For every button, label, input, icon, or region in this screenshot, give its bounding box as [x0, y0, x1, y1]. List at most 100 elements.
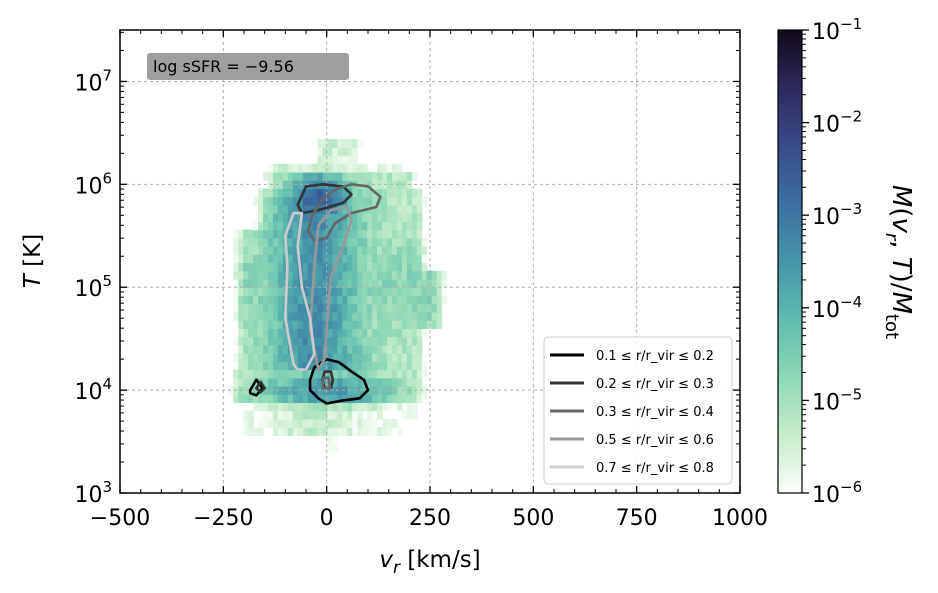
- heatmap-cell-1029: [391, 303, 398, 313]
- heatmap-cell-737: [347, 287, 353, 297]
- heatmap-cell-1141: [411, 377, 418, 387]
- heatmap-cell-119: [258, 361, 264, 371]
- heatmap-cell-1185: [416, 237, 423, 247]
- heatmap-cell-422: [302, 254, 309, 264]
- heatmap-cell-640: [332, 196, 339, 206]
- heatmap-cell-605: [327, 171, 334, 181]
- heatmap-cell-38: [238, 229, 244, 239]
- heatmap-cell-681: [337, 155, 343, 165]
- heatmap-cell-483: [312, 295, 319, 305]
- heatmap-cell-972: [382, 262, 388, 272]
- heatmap-cell-295: [282, 213, 289, 222]
- heatmap-cell-758: [352, 410, 358, 420]
- heatmap-cell-506: [317, 377, 324, 387]
- heatmap-cell-979: [382, 204, 388, 214]
- heatmap-cell-738: [347, 278, 353, 288]
- heatmap-cell-1189: [416, 204, 423, 214]
- heatmap-cell-133: [258, 246, 264, 255]
- heatmap-cell-277: [282, 361, 289, 371]
- heatmap-cell-217: [272, 311, 279, 321]
- heatmap-cell-1073: [396, 196, 403, 206]
- heatmap-cell-513: [317, 320, 324, 329]
- heatmap-cell-821: [357, 188, 363, 198]
- heatmap-cell-1155: [411, 262, 418, 272]
- heatmap-cell-703: [342, 270, 348, 280]
- heatmap-cell-958: [382, 377, 388, 387]
- heatmap-cell-626: [332, 311, 339, 321]
- heatmap-cell-317: [287, 303, 294, 313]
- heatmap-cell-1000: [387, 295, 393, 305]
- heatmap-cell-1124: [406, 270, 413, 280]
- heatmap-cell-235: [272, 163, 279, 173]
- heatmap-cell-955: [382, 402, 388, 412]
- heatmap-cell-380: [297, 328, 304, 338]
- heatmap-cell-589: [327, 303, 334, 313]
- heatmap-cell-341: [292, 377, 299, 387]
- heatmap-cell-827: [362, 418, 368, 428]
- heatmap-cell-98: [253, 320, 259, 329]
- heatmap-cell-980: [382, 196, 388, 206]
- heatmap-cell-122: [258, 336, 264, 346]
- heatmap-cell-368: [297, 427, 304, 436]
- heatmap-cell-1232: [441, 278, 448, 288]
- heatmap-cell-17: [233, 229, 239, 239]
- heatmap-cell-929: [377, 353, 383, 362]
- heatmap-cell-128: [258, 287, 264, 297]
- heatmap-cell-1121: [406, 295, 413, 305]
- heatmap-cell-947: [377, 204, 383, 214]
- heatmap-cell-1017: [391, 418, 398, 428]
- heatmap-cell-1228: [436, 278, 443, 288]
- heatmap-cell-671: [337, 237, 343, 247]
- heatmap-cell-940: [377, 262, 383, 272]
- heatmap-cell-845: [362, 262, 368, 272]
- heatmap-cell-95: [253, 344, 259, 354]
- heatmap-cell-544: [322, 361, 329, 371]
- heatmap-cell-966: [382, 311, 388, 321]
- heatmap-cell-182: [267, 328, 274, 338]
- heatmap-cell-1173: [416, 336, 423, 346]
- heatmap-cell-1019: [391, 385, 398, 395]
- heatmap-cell-633: [332, 254, 339, 264]
- heatmap-cell-652: [337, 394, 343, 404]
- heatmap-cell-376: [297, 361, 304, 371]
- heatmap-cell-920: [372, 171, 378, 181]
- heatmap-cell-954: [382, 418, 388, 428]
- heatmap-cell-441: [307, 369, 314, 379]
- y-tick-label: 107: [74, 66, 112, 96]
- heatmap-cell-772: [352, 295, 358, 305]
- heatmap-cell-903: [372, 311, 378, 321]
- heatmap-cell-184: [267, 311, 274, 321]
- heatmap-cell-1206: [421, 246, 428, 255]
- heatmap-cell-333: [287, 171, 294, 181]
- heatmap-cell-698: [342, 311, 348, 321]
- heatmap-cell-974: [382, 246, 388, 255]
- heatmap-cell-323: [287, 254, 294, 264]
- heatmap-cell-702: [342, 278, 348, 288]
- heatmap-cell-272: [282, 402, 289, 412]
- heatmap-cell-1223: [436, 320, 443, 329]
- heatmap-cell-1063: [396, 278, 403, 288]
- heatmap-cell-858: [367, 427, 373, 436]
- heatmap-cell-999: [387, 303, 393, 313]
- heatmap-cell-249: [277, 320, 284, 329]
- heatmap-cell-1152: [411, 287, 418, 297]
- contour-3-0: [308, 205, 353, 371]
- heatmap-cell-766: [352, 344, 358, 354]
- heatmap-cell-485: [312, 278, 319, 288]
- heatmap-cell-246: [277, 344, 284, 354]
- heatmap-cell-1035: [391, 254, 398, 264]
- heatmap-cell-965: [382, 320, 388, 329]
- heatmap-cell-229: [272, 213, 279, 222]
- heatmap-cell-253: [277, 287, 284, 297]
- heatmap-cell-308: [287, 377, 294, 387]
- heatmap-cell-879: [367, 254, 373, 264]
- heatmap-cell-942: [377, 246, 383, 255]
- heatmap-cell-171: [267, 418, 274, 428]
- heatmap-cell-553: [322, 287, 329, 297]
- heatmap-cell-814: [357, 246, 363, 255]
- heatmap-cell-631: [332, 270, 339, 280]
- heatmap-cell-186: [267, 295, 274, 305]
- heatmap-cell-108: [253, 237, 259, 247]
- heatmap-cell-655: [337, 369, 343, 379]
- heatmap-cell-636: [332, 229, 339, 239]
